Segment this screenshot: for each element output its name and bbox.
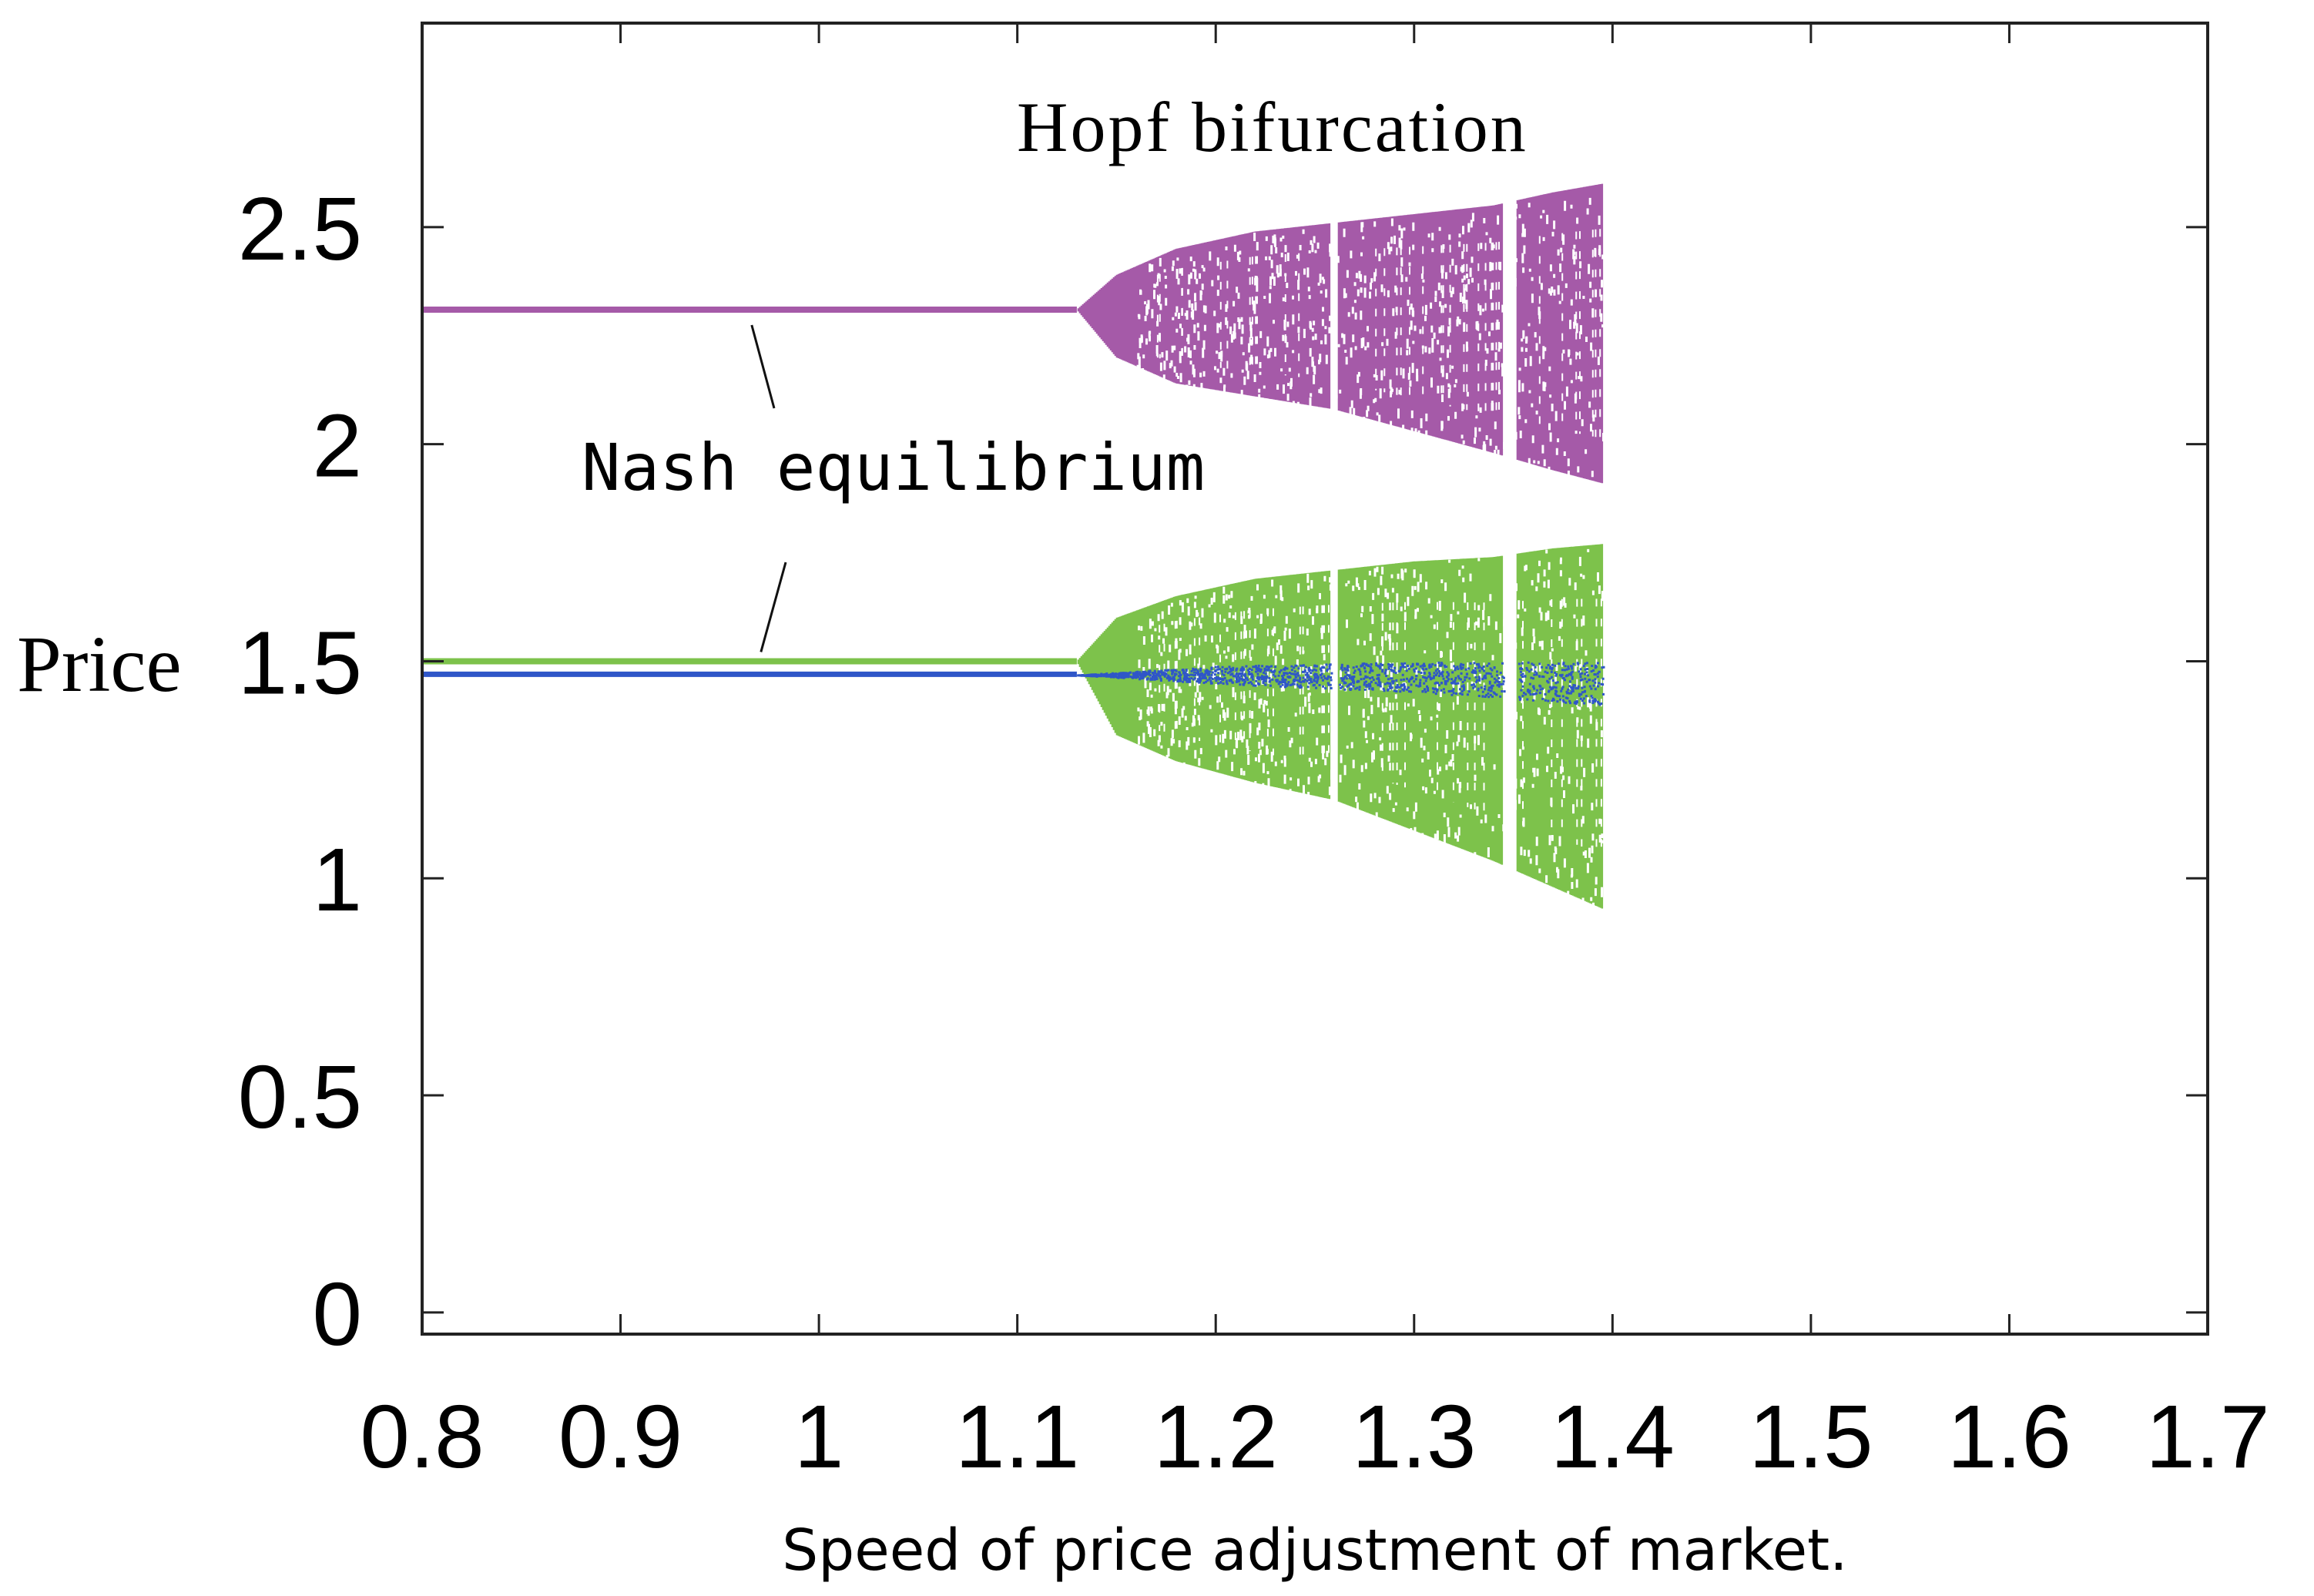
band-texture	[1137, 548, 1604, 908]
series-upper-price	[422, 183, 1605, 484]
y-tick-label: 2.5	[238, 179, 362, 279]
leader-line-lower	[760, 562, 787, 652]
x-tick-label: 1	[794, 1386, 844, 1487]
y-axis-label: Price	[17, 620, 182, 709]
x-tick-label: 1.6	[1947, 1386, 2071, 1487]
x-tick-label: 1.5	[1749, 1386, 1873, 1487]
axis-ticks: 0.8 0.9 1 1.1 1.2 1.3 1.4 1.5 1.6 1.7 0 0.5 1 1.5 2 2.5	[238, 23, 2270, 1487]
leader-line-upper	[750, 324, 776, 409]
series-middle-price	[422, 544, 1604, 909]
nash-equilibrium-annotation: Nash equilibrium	[582, 430, 1205, 505]
y-tick-label: 0.5	[238, 1047, 362, 1147]
y-tick-label: 0	[312, 1264, 362, 1364]
series-lower-price	[422, 661, 1605, 706]
oscillation-scatter	[1077, 661, 1605, 706]
x-axis-label: Speed of price adjustment of market.	[782, 1517, 1847, 1584]
plot-frame	[421, 22, 2209, 1336]
y-tick-label: 2	[312, 396, 362, 496]
x-tick-label: 0.9	[558, 1386, 682, 1487]
x-tick-label: 1.3	[1352, 1386, 1476, 1487]
series-layer	[422, 183, 1605, 909]
x-tick-label: 1.1	[955, 1386, 1079, 1487]
leader-lines	[750, 324, 787, 652]
x-tick-label: 1.4	[1551, 1386, 1675, 1487]
band-streaks	[1156, 229, 1601, 438]
x-tick-label: 1.7	[2145, 1386, 2269, 1487]
y-tick-label: 1	[312, 830, 362, 930]
band-texture	[1136, 197, 1605, 481]
x-tick-label: 0.8	[360, 1386, 484, 1487]
hopf-bifurcation-annotation: Hopf bifurcation	[1017, 88, 1528, 166]
y-tick-label: 1.5	[238, 612, 362, 712]
x-tick-label: 1.2	[1154, 1386, 1278, 1487]
